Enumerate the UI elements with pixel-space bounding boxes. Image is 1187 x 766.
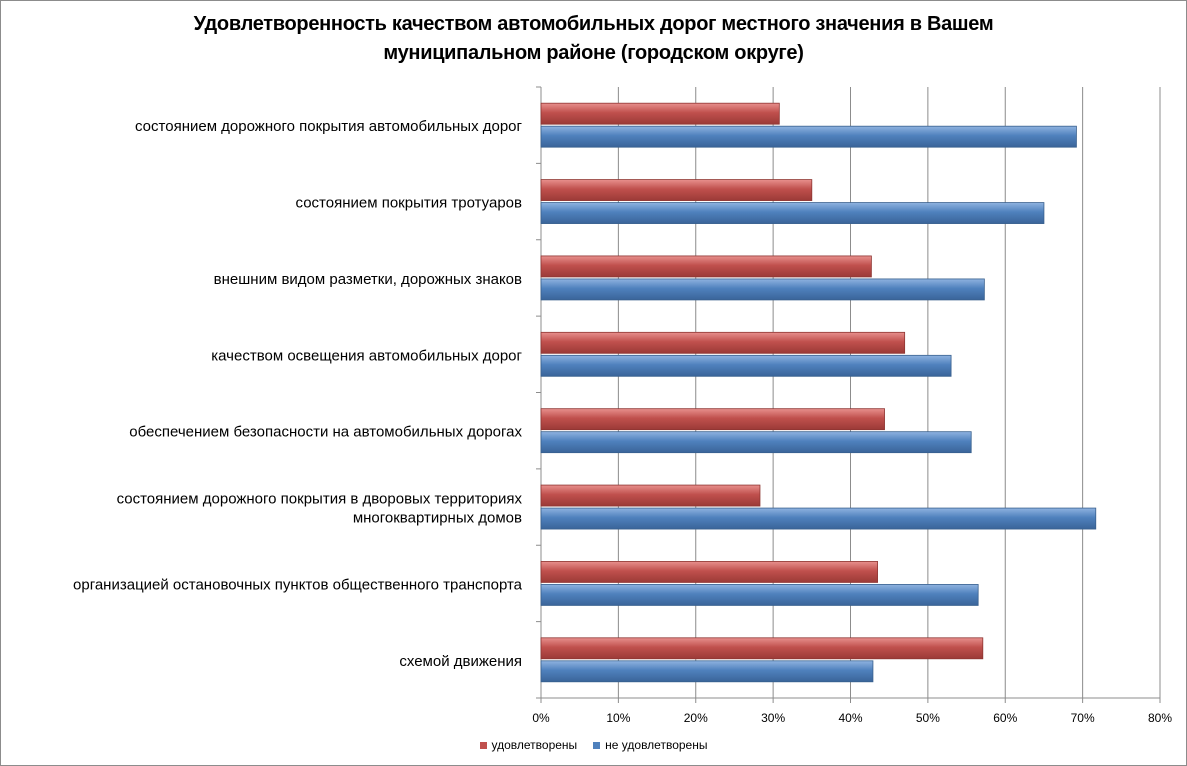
bar-satisfied	[540, 484, 761, 507]
bar-satisfied	[540, 408, 885, 431]
category-label: состоянием покрытия тротуаров	[296, 195, 522, 212]
bar-not-satisfied	[540, 354, 952, 377]
legend: удовлетворены не удовлетворены	[0, 738, 1187, 752]
x-tick-label: 50%	[916, 711, 940, 725]
bar-not-satisfied	[540, 125, 1077, 148]
bar-satisfied	[540, 102, 780, 125]
legend-item-not-satisfied: не удовлетворены	[593, 738, 707, 752]
bar-not-satisfied	[540, 660, 874, 683]
x-tick-label: 40%	[838, 711, 862, 725]
bar-not-satisfied	[540, 507, 1097, 530]
bar-satisfied	[540, 637, 984, 660]
bar-satisfied	[540, 179, 813, 201]
bar-satisfied	[540, 331, 906, 354]
x-tick-label: 10%	[606, 711, 630, 725]
bar-not-satisfied	[540, 278, 985, 301]
legend-label-not-satisfied: не удовлетворены	[605, 738, 708, 752]
legend-item-satisfied: удовлетворены	[479, 738, 578, 752]
category-label: состоянием дорожного покрытия автомобиль…	[135, 118, 523, 135]
bar-satisfied	[540, 255, 872, 278]
x-tick-label: 70%	[1071, 711, 1095, 725]
category-label: обеспечением безопасности на автомобильн…	[129, 424, 522, 441]
x-tick-label: 80%	[1148, 711, 1172, 725]
legend-swatch-not-satisfied	[593, 741, 601, 749]
legend-swatch-satisfied	[479, 741, 487, 749]
category-label: состоянием дорожного покрытия в дворовых…	[117, 491, 523, 508]
x-tick-label: 30%	[761, 711, 785, 725]
chart-title-line-2: муниципальном районе (городском округе)	[383, 42, 804, 64]
category-label: схемой движения	[399, 653, 522, 670]
x-tick-label: 60%	[993, 711, 1017, 725]
category-label: организацией остановочных пунктов общест…	[73, 576, 523, 593]
x-tick-label: 20%	[684, 711, 708, 725]
bar-not-satisfied	[540, 202, 1045, 224]
category-label: внешним видом разметки, дорожных знаков	[214, 271, 522, 288]
chart-title-line-1: Удовлетворенность качеством автомобильны…	[193, 13, 994, 35]
bar-not-satisfied	[540, 584, 979, 606]
bar-satisfied	[540, 561, 878, 583]
category-label: многоквартирных домов	[353, 510, 522, 527]
bar-not-satisfied	[540, 431, 972, 454]
category-label: качеством освещения автомобильных дорог	[211, 347, 522, 364]
x-tick-label: 0%	[532, 711, 550, 725]
legend-label-satisfied: удовлетворены	[491, 738, 578, 752]
chart-title: Удовлетворенность качеством автомобильны…	[0, 10, 1187, 68]
